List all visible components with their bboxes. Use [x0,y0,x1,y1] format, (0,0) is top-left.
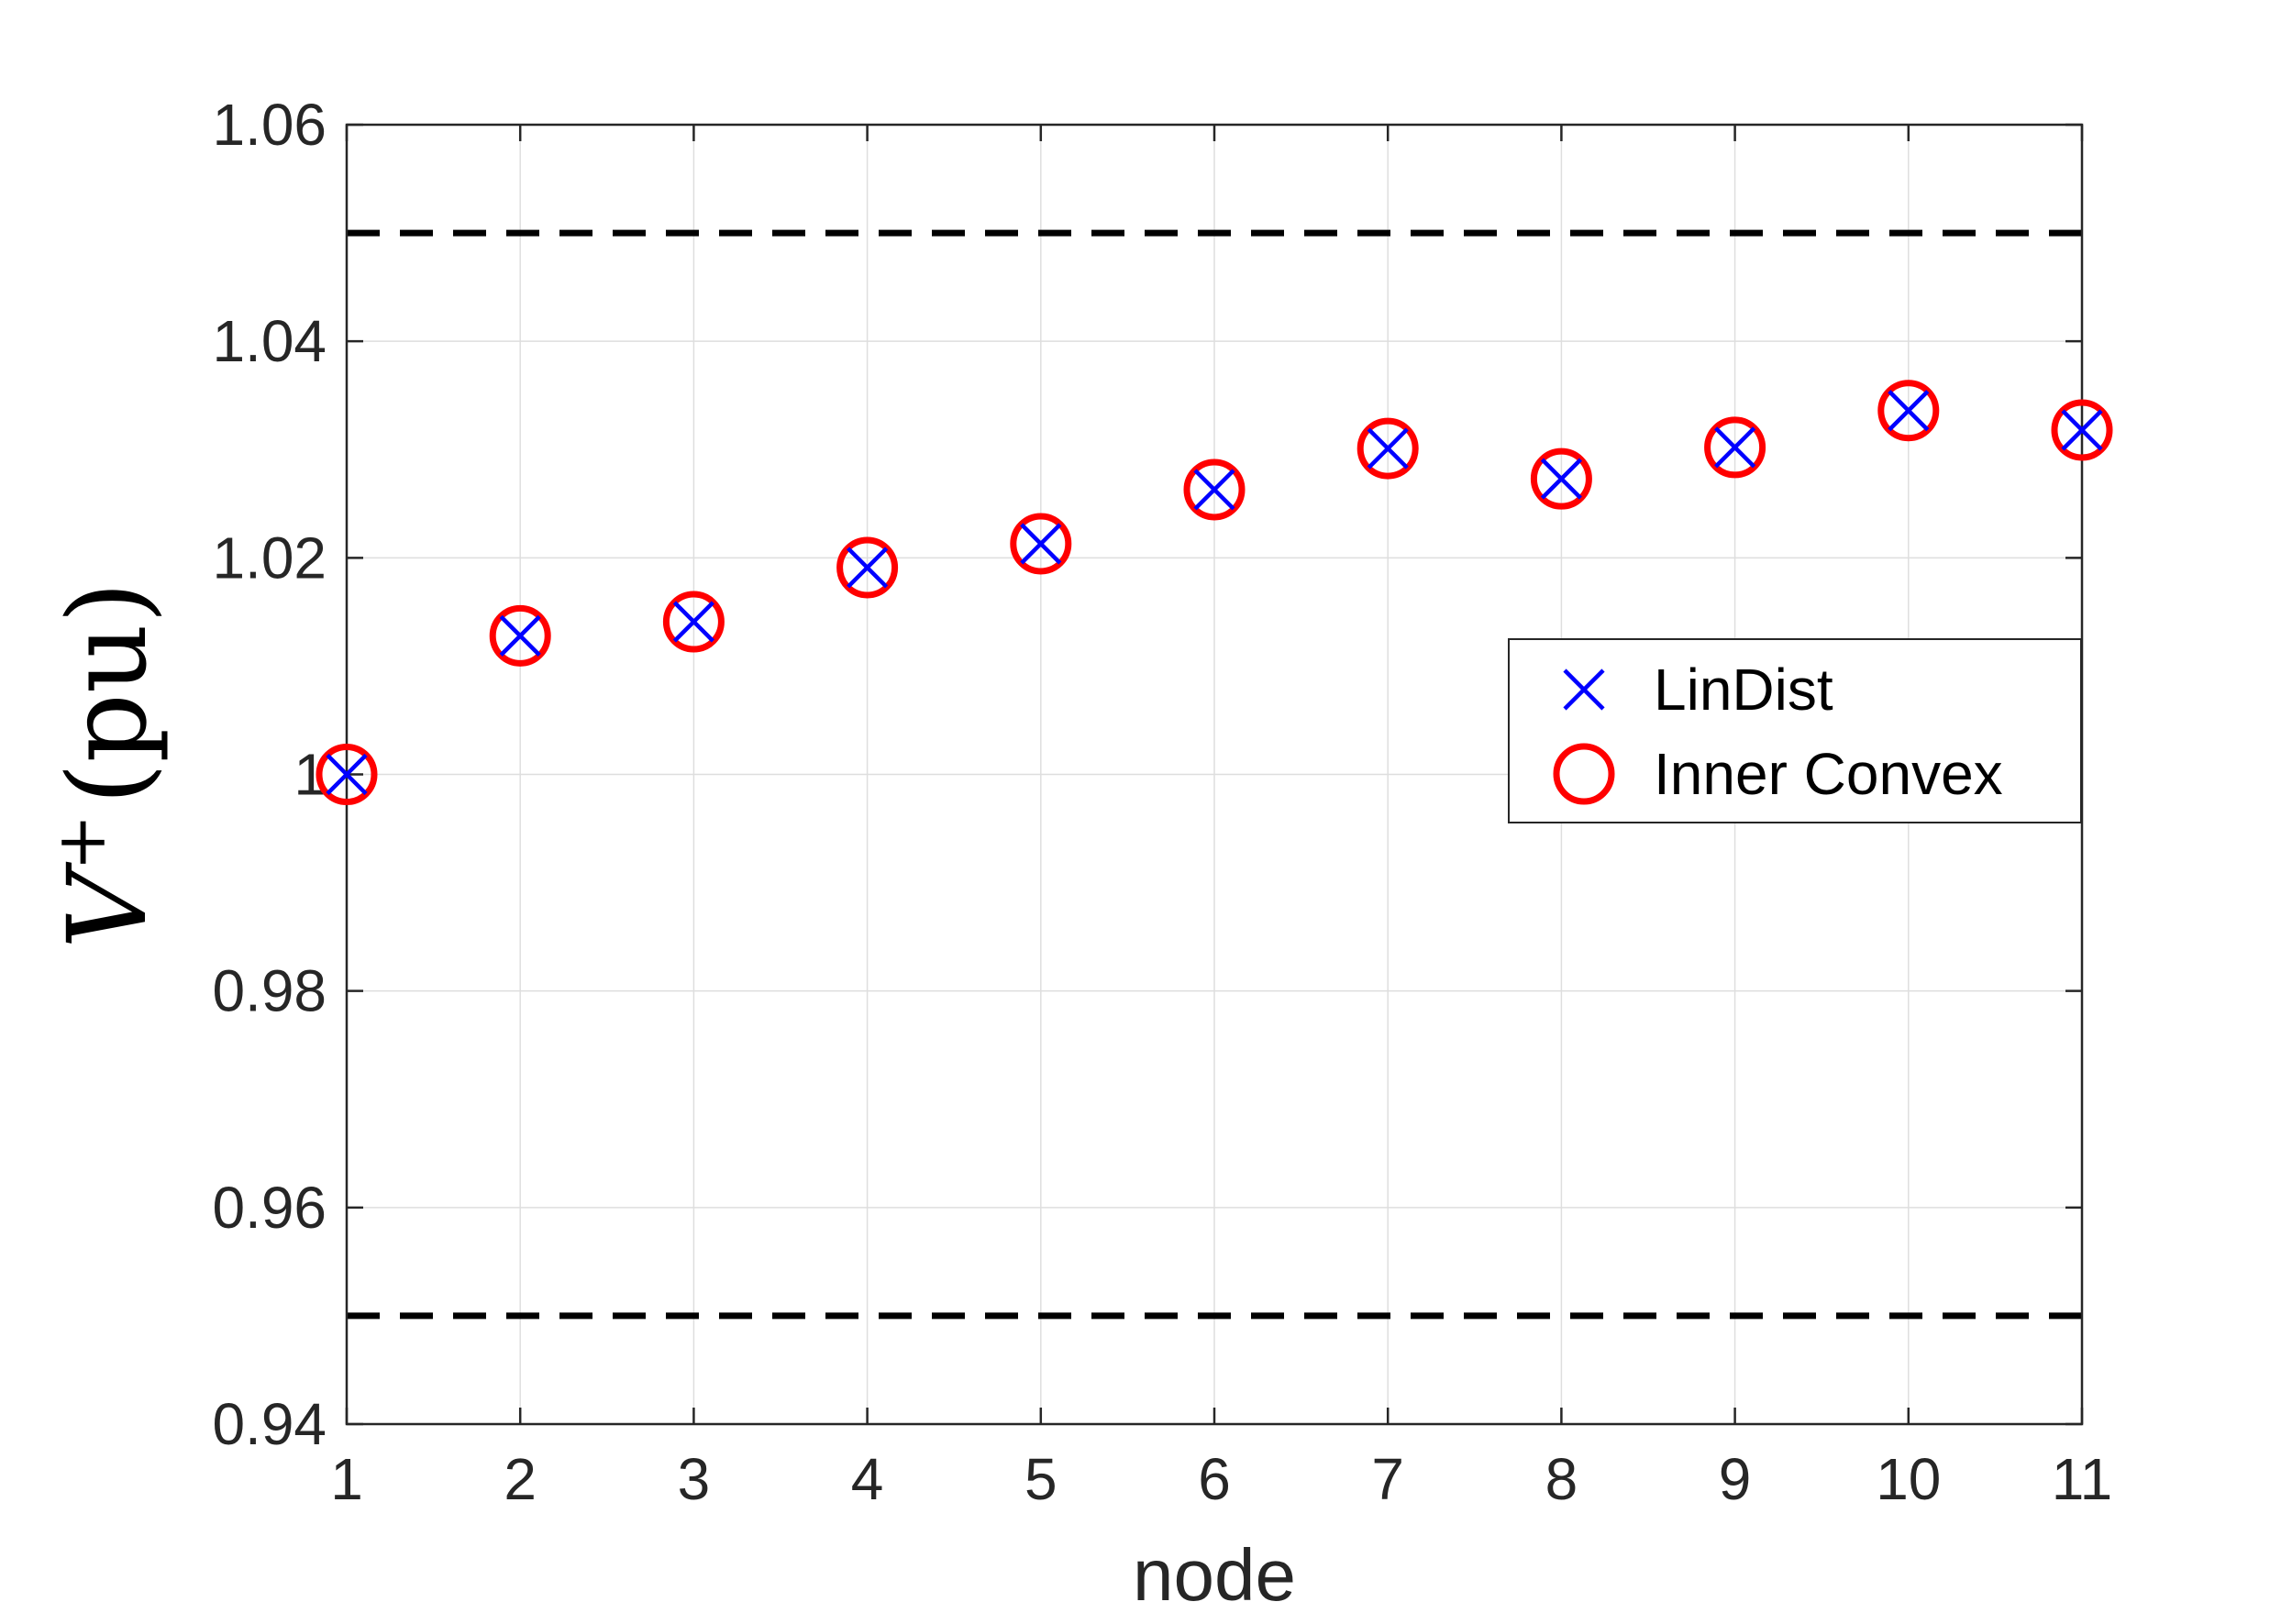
x-tick-label: 4 [851,1446,884,1512]
x-marker-stroke [847,547,889,589]
x-tick-label: 7 [1371,1446,1404,1512]
y-tick-label: 1.02 [212,525,327,591]
lindist-point [1714,426,1756,469]
y-axis-label-superscript: + [42,814,121,871]
x-marker-stroke [1888,390,1930,432]
legend-label: Inner Convex [1654,741,2003,807]
x-marker-stroke [1714,426,1756,469]
inner-convex-point [1010,513,1072,575]
y-axis-label-base: V [44,861,171,949]
y-tick-label: 1.04 [212,308,327,374]
lindist-point [672,601,714,643]
inner-convex-point [662,591,725,653]
x-tick-label: 1 [330,1446,363,1512]
y-axis-label: V+ (pu) [42,581,171,949]
legend-marker-lindist [1563,668,1605,711]
y-tick-label: 0.98 [212,958,327,1024]
lindist-point [1020,523,1062,565]
lindist-point [1888,390,1930,432]
inner-convex-point [489,604,551,667]
legend-marker-inner-convex [1553,743,1615,805]
x-tick-label: 6 [1198,1446,1231,1512]
inner-convex-point [316,744,378,805]
inner-convex-point [1704,416,1766,479]
data-points [316,380,2113,805]
inner-convex-point [2051,399,2113,461]
svg-text:V+(pu): V+ (pu) [42,581,171,949]
lindist-point [1540,458,1582,500]
y-axis-label-unit: (pu) [44,581,171,805]
x-marker-stroke [1020,523,1062,565]
lindist-point [1367,427,1409,470]
x-tick-label: 10 [1876,1446,1941,1512]
legend: LinDist Inner Convex [1508,638,2082,823]
x-marker-stroke [499,614,541,657]
inner-convex-point [836,536,899,599]
x-axis-label: node [1133,1534,1296,1616]
x-tick-label: 3 [678,1446,711,1512]
lindist-point [499,614,541,657]
reference-lines [347,229,2082,1320]
lindist-point [326,753,368,796]
legend-label: LinDist [1654,657,1833,723]
inner-convex-point [1530,447,1592,510]
lindist-point [2061,409,2103,451]
x-marker-stroke [1367,427,1409,470]
y-tick-label: 0.96 [212,1175,327,1241]
x-tick-label: 2 [504,1446,537,1512]
x-tick-label: 8 [1545,1446,1578,1512]
x-tick-label: 5 [1024,1446,1057,1512]
x-marker-stroke [326,753,368,796]
lindist-point [847,547,889,589]
x-tick-label: 11 [2052,1446,2112,1512]
x-marker-stroke [1563,668,1605,711]
lindist-point [1193,469,1235,511]
x-marker-stroke [1193,469,1235,511]
x-marker-stroke [672,601,714,643]
x-tick-label: 9 [1719,1446,1752,1512]
y-tick-label: 1.06 [212,92,327,158]
x-marker-stroke [1540,458,1582,500]
y-tick-label: 0.94 [212,1391,327,1457]
inner-convex-point [1356,417,1419,480]
x-marker-stroke [2061,409,2103,451]
inner-convex-point [1183,458,1246,521]
inner-convex-point [1877,380,1940,442]
